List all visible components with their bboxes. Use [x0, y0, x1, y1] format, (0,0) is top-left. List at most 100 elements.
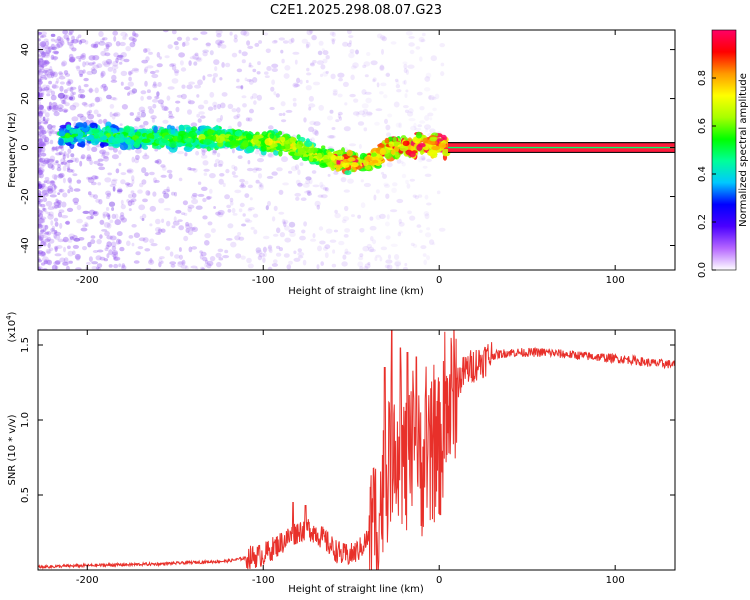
noise-speck	[45, 200, 53, 207]
noise-speck	[425, 72, 432, 79]
noise-speck	[59, 81, 65, 85]
noise-speck	[112, 68, 117, 74]
noise-speck	[86, 156, 92, 162]
colorbar-tick-label: 0.4	[697, 166, 708, 182]
noise-speck	[262, 246, 267, 253]
noise-speck	[267, 246, 273, 252]
noise-speck	[41, 152, 47, 157]
noise-speck	[146, 89, 151, 94]
noise-speck	[174, 191, 177, 197]
ridge-blob	[394, 153, 400, 158]
noise-speck	[162, 191, 166, 195]
noise-speck	[374, 121, 380, 126]
noise-speck	[43, 68, 51, 72]
noise-speck	[173, 69, 180, 74]
noise-speck	[290, 37, 295, 43]
noise-speck	[105, 43, 110, 50]
noise-speck	[71, 39, 79, 44]
noise-speck	[369, 225, 377, 231]
noise-speck	[48, 247, 54, 252]
noise-speck	[39, 146, 46, 153]
noise-speck	[49, 65, 53, 72]
noise-speck	[46, 158, 50, 165]
noise-speck	[53, 184, 57, 191]
noise-speck	[320, 73, 323, 78]
noise-speck	[127, 183, 133, 188]
ridge-blob	[169, 141, 178, 148]
noise-speck	[125, 46, 131, 52]
noise-speck	[111, 245, 117, 251]
noise-speck	[145, 56, 150, 62]
noise-speck	[269, 106, 275, 111]
noise-speck	[266, 175, 274, 179]
noise-speck	[364, 74, 369, 78]
noise-speck	[168, 173, 173, 180]
noise-speck	[46, 250, 51, 254]
noise-speck	[38, 153, 42, 159]
noise-speck	[212, 73, 218, 78]
noise-speck	[322, 246, 328, 251]
noise-speck	[424, 87, 431, 92]
noise-speck	[192, 54, 200, 60]
noise-speck	[121, 104, 128, 110]
noise-speck	[118, 162, 122, 167]
noise-speck	[242, 103, 247, 108]
noise-speck	[42, 116, 46, 122]
noise-speck	[181, 259, 186, 266]
noise-speck	[57, 104, 64, 110]
noise-speck	[317, 245, 322, 252]
noise-speck	[38, 125, 41, 130]
noise-speck	[39, 236, 44, 241]
noise-speck	[190, 122, 198, 128]
noise-speck	[106, 213, 111, 218]
noise-speck	[38, 37, 41, 42]
noise-speck	[264, 71, 269, 75]
noise-speck	[213, 59, 220, 65]
ridge-blob	[371, 152, 377, 157]
noise-speck	[167, 86, 175, 90]
noise-speck	[160, 164, 166, 168]
noise-speck	[406, 183, 411, 189]
noise-speck	[47, 46, 54, 51]
noise-speck	[67, 148, 72, 154]
noise-speck	[418, 36, 425, 43]
noise-speck	[207, 106, 214, 111]
noise-speck	[331, 31, 336, 37]
noise-speck	[394, 254, 400, 260]
noise-speck	[187, 229, 194, 236]
noise-speck	[57, 211, 63, 218]
noise-speck	[297, 169, 301, 176]
noise-speck	[331, 263, 337, 268]
noise-speck	[284, 65, 291, 71]
ridge-blob	[288, 151, 296, 156]
noise-speck	[131, 242, 135, 247]
noise-speck	[424, 173, 432, 177]
noise-speck	[301, 229, 306, 234]
noise-speck	[140, 95, 144, 101]
ridge-blob	[392, 136, 397, 143]
noise-speck	[191, 246, 198, 250]
noise-speck	[42, 84, 48, 90]
ridge-blob	[431, 145, 440, 151]
noise-speck	[52, 183, 56, 187]
noise-speck	[297, 255, 304, 259]
noise-speck	[398, 230, 403, 234]
noise-speck	[177, 261, 183, 267]
noise-speck	[128, 71, 132, 77]
noise-speck	[94, 43, 99, 48]
noise-speck	[67, 238, 73, 243]
noise-speck	[252, 68, 257, 73]
noise-speck	[100, 50, 107, 57]
noise-speck	[205, 259, 209, 264]
noise-speck	[110, 179, 117, 186]
noise-speck	[87, 89, 95, 92]
noise-speck	[246, 257, 252, 264]
noise-speck	[403, 79, 407, 85]
noise-speck	[431, 96, 437, 101]
noise-speck	[204, 240, 210, 246]
noise-speck	[373, 194, 377, 201]
noise-speck	[426, 158, 432, 162]
noise-speck	[199, 250, 203, 254]
noise-speck	[75, 65, 81, 69]
noise-speck	[271, 79, 275, 85]
